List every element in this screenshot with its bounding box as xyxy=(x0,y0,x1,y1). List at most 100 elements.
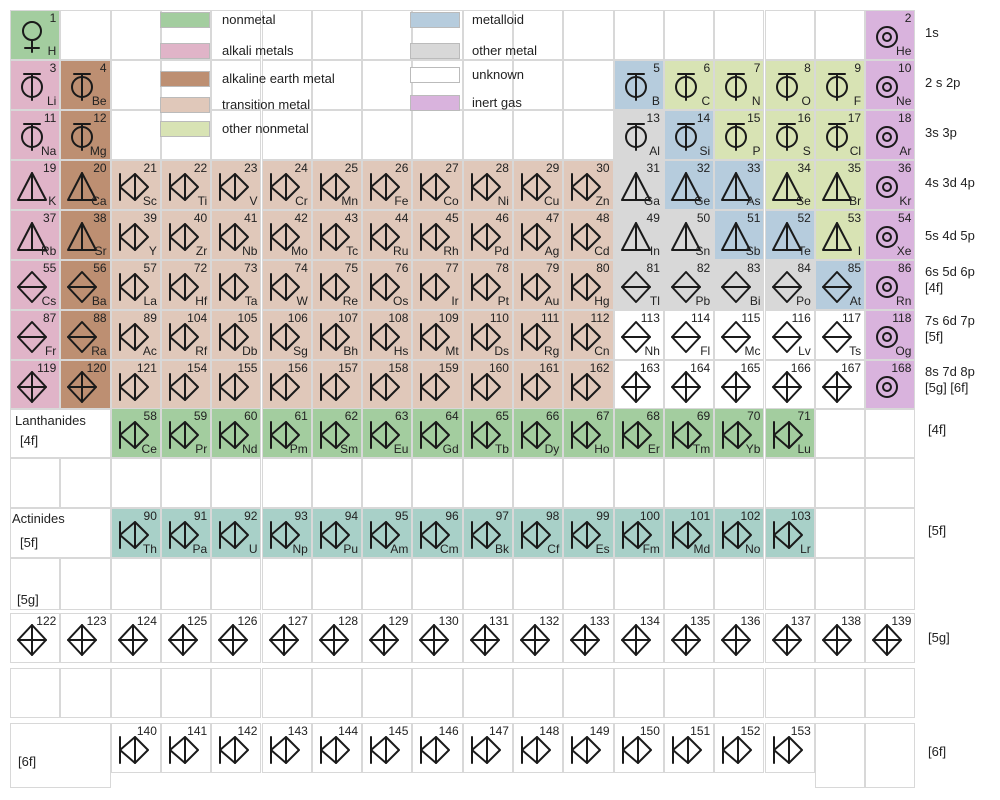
element-cell-72[interactable]: 72 Hf xyxy=(160,260,212,310)
element-cell-55[interactable]: 55 Cs xyxy=(10,260,61,310)
element-cell-52[interactable]: 52 Te xyxy=(764,210,815,260)
element-cell-124[interactable]: 124 xyxy=(110,613,161,663)
element-cell-161[interactable]: 161 xyxy=(513,360,564,410)
element-cell-59[interactable]: 59 Pr xyxy=(160,408,212,458)
element-cell-31[interactable]: 31 Ga xyxy=(613,160,664,210)
element-cell-54[interactable]: 54 Xe xyxy=(865,210,916,260)
element-cell-84[interactable]: 84 Po xyxy=(764,260,815,310)
element-cell-96[interactable]: 96 Cm xyxy=(412,508,463,558)
element-cell-152[interactable]: 152 xyxy=(714,723,765,773)
element-cell-24[interactable]: 24 Cr xyxy=(261,160,312,210)
element-cell-127[interactable]: 127 xyxy=(261,613,312,663)
element-cell-66[interactable]: 66 Dy xyxy=(513,408,564,458)
element-cell-151[interactable]: 151 xyxy=(663,723,715,773)
element-cell-30[interactable]: 30 Zn xyxy=(563,160,614,210)
element-cell-108[interactable]: 108 Hs xyxy=(362,310,413,360)
element-cell-113[interactable]: 113 Nh xyxy=(613,310,664,360)
element-cell-125[interactable]: 125 xyxy=(160,613,212,663)
element-cell-100[interactable]: 100 Fm xyxy=(613,508,664,558)
element-cell-63[interactable]: 63 Eu xyxy=(362,408,413,458)
element-cell-126[interactable]: 126 xyxy=(211,613,262,663)
element-cell-163[interactable]: 163 xyxy=(613,360,664,410)
element-cell-36[interactable]: 36 Kr xyxy=(865,160,916,210)
element-cell-47[interactable]: 47 Ag xyxy=(513,210,564,260)
element-cell-53[interactable]: 53 I xyxy=(814,210,866,260)
element-cell-22[interactable]: 22 Ti xyxy=(160,160,212,210)
element-cell-159[interactable]: 159 xyxy=(412,360,463,410)
element-cell-51[interactable]: 51 Sb xyxy=(714,210,765,260)
element-cell-23[interactable]: 23 V xyxy=(211,160,262,210)
element-cell-168[interactable]: 168 xyxy=(865,360,916,410)
element-cell-21[interactable]: 21 Sc xyxy=(110,160,161,210)
element-cell-61[interactable]: 61 Pm xyxy=(261,408,312,458)
element-cell-103[interactable]: 103 Lr xyxy=(764,508,815,558)
element-cell-33[interactable]: 33 As xyxy=(714,160,765,210)
element-cell-40[interactable]: 40 Zr xyxy=(160,210,212,260)
element-cell-104[interactable]: 104 Rf xyxy=(160,310,212,360)
element-cell-81[interactable]: 81 Tl xyxy=(613,260,664,310)
element-cell-95[interactable]: 95 Am xyxy=(362,508,413,558)
element-cell-3[interactable]: 3 Li xyxy=(10,60,61,110)
element-cell-41[interactable]: 41 Nb xyxy=(211,210,262,260)
element-cell-121[interactable]: 121 xyxy=(110,360,161,410)
element-cell-93[interactable]: 93 Np xyxy=(261,508,312,558)
element-cell-147[interactable]: 147 xyxy=(462,723,513,773)
element-cell-122[interactable]: 122 xyxy=(10,613,61,663)
element-cell-17[interactable]: 17 Cl xyxy=(814,110,866,160)
element-cell-155[interactable]: 155 xyxy=(211,360,262,410)
element-cell-28[interactable]: 28 Ni xyxy=(462,160,513,210)
element-cell-39[interactable]: 39 Y xyxy=(110,210,161,260)
element-cell-11[interactable]: 11 Na xyxy=(10,110,61,160)
element-cell-135[interactable]: 135 xyxy=(663,613,715,663)
element-cell-117[interactable]: 117 Ts xyxy=(814,310,866,360)
element-cell-112[interactable]: 112 Cn xyxy=(563,310,614,360)
element-cell-164[interactable]: 164 xyxy=(663,360,715,410)
element-cell-71[interactable]: 71 Lu xyxy=(764,408,815,458)
element-cell-139[interactable]: 139 xyxy=(865,613,916,663)
element-cell-26[interactable]: 26 Fe xyxy=(362,160,413,210)
element-cell-143[interactable]: 143 xyxy=(261,723,312,773)
element-cell-157[interactable]: 157 xyxy=(311,360,363,410)
element-cell-102[interactable]: 102 No xyxy=(714,508,765,558)
element-cell-111[interactable]: 111 Rg xyxy=(513,310,564,360)
element-cell-15[interactable]: 15 P xyxy=(714,110,765,160)
element-cell-4[interactable]: 4 Be xyxy=(60,60,111,110)
element-cell-76[interactable]: 76 Os xyxy=(362,260,413,310)
element-cell-29[interactable]: 29 Cu xyxy=(513,160,564,210)
element-cell-137[interactable]: 137 xyxy=(764,613,815,663)
element-cell-136[interactable]: 136 xyxy=(714,613,765,663)
element-cell-82[interactable]: 82 Pb xyxy=(663,260,715,310)
element-cell-131[interactable]: 131 xyxy=(462,613,513,663)
element-cell-32[interactable]: 32 Ge xyxy=(663,160,715,210)
element-cell-120[interactable]: 120 xyxy=(60,360,111,410)
element-cell-50[interactable]: 50 Sn xyxy=(663,210,715,260)
element-cell-97[interactable]: 97 Bk xyxy=(462,508,513,558)
element-cell-69[interactable]: 69 Tm xyxy=(663,408,715,458)
element-cell-44[interactable]: 44 Ru xyxy=(362,210,413,260)
element-cell-153[interactable]: 153 xyxy=(764,723,815,773)
element-cell-14[interactable]: 14 Si xyxy=(663,110,715,160)
element-cell-98[interactable]: 98 Cf xyxy=(513,508,564,558)
element-cell-167[interactable]: 167 xyxy=(814,360,866,410)
element-cell-16[interactable]: 16 S xyxy=(764,110,815,160)
element-cell-165[interactable]: 165 xyxy=(714,360,765,410)
element-cell-60[interactable]: 60 Nd xyxy=(211,408,262,458)
element-cell-107[interactable]: 107 Bh xyxy=(311,310,363,360)
element-cell-105[interactable]: 105 Db xyxy=(211,310,262,360)
element-cell-90[interactable]: 90 Th xyxy=(110,508,161,558)
element-cell-116[interactable]: 116 Lv xyxy=(764,310,815,360)
element-cell-154[interactable]: 154 xyxy=(160,360,212,410)
element-cell-12[interactable]: 12 Mg xyxy=(60,110,111,160)
element-cell-91[interactable]: 91 Pa xyxy=(160,508,212,558)
element-cell-134[interactable]: 134 xyxy=(613,613,664,663)
element-cell-119[interactable]: 119 xyxy=(10,360,61,410)
element-cell-101[interactable]: 101 Md xyxy=(663,508,715,558)
element-cell-141[interactable]: 141 xyxy=(160,723,212,773)
element-cell-67[interactable]: 67 Ho xyxy=(563,408,614,458)
element-cell-130[interactable]: 130 xyxy=(412,613,463,663)
